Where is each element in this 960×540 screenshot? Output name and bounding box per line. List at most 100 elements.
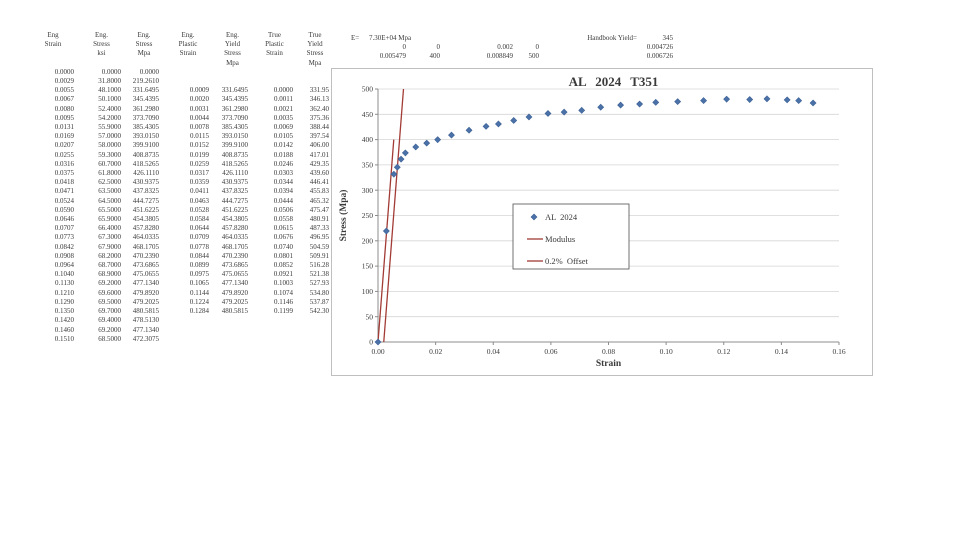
- table-cell[interactable]: 0.0975: [189, 270, 209, 279]
- table-cell[interactable]: 48.1000: [98, 86, 121, 95]
- table-cell[interactable]: 0.0375: [54, 169, 74, 178]
- table-cell[interactable]: 0.0506: [273, 205, 293, 214]
- table-cell[interactable]: 457.8280: [221, 224, 248, 233]
- table-header-cell[interactable]: Plastic: [178, 40, 198, 49]
- table-cell[interactable]: 0.0035: [273, 113, 293, 122]
- table-cell[interactable]: 0.1199: [274, 307, 293, 316]
- table-cell[interactable]: 397.54: [309, 132, 329, 141]
- table-cell[interactable]: [213, 335, 252, 344]
- table-cell[interactable]: 516.28: [309, 261, 329, 270]
- table-cell[interactable]: 0.0644: [189, 224, 209, 233]
- table-cell[interactable]: 468.1705: [221, 242, 248, 251]
- table-cell[interactable]: 0.0921: [273, 270, 293, 279]
- series-modulus[interactable]: [377, 139, 395, 343]
- table-cell[interactable]: 521.38: [309, 270, 329, 279]
- table-cell[interactable]: 0.0009: [189, 86, 209, 95]
- table-cell[interactable]: 0.1420: [54, 316, 74, 325]
- constant-cell[interactable]: 0: [535, 43, 540, 52]
- table-cell[interactable]: 439.60: [309, 169, 329, 178]
- table-cell[interactable]: 429.35: [309, 159, 329, 168]
- table-cell[interactable]: 430.9375: [132, 178, 159, 187]
- table-cell[interactable]: 464.0335: [132, 233, 159, 242]
- table-cell[interactable]: 457.8280: [132, 224, 159, 233]
- table-cell[interactable]: 0.1290: [54, 297, 74, 306]
- table-cell[interactable]: 470.2390: [132, 251, 159, 260]
- table-cell[interactable]: 444.7275: [132, 196, 159, 205]
- table-cell[interactable]: 480.5815: [132, 307, 159, 316]
- table-header-cell[interactable]: [125, 59, 163, 68]
- table-cell[interactable]: 373.7090: [132, 113, 159, 122]
- table-cell[interactable]: 464.0335: [221, 233, 248, 242]
- table-cell[interactable]: 479.8920: [132, 288, 159, 297]
- handbook-yield-value[interactable]: 345: [662, 34, 674, 42]
- table-cell[interactable]: 475.47: [309, 205, 329, 214]
- table-cell[interactable]: 0.0303: [273, 169, 293, 178]
- table-cell[interactable]: 537.87: [309, 297, 329, 306]
- table-cell[interactable]: 479.2025: [132, 297, 159, 306]
- table-cell[interactable]: 68.2000: [98, 251, 121, 260]
- table-cell[interactable]: 58.0000: [98, 141, 121, 150]
- table-header-cell[interactable]: Eng: [47, 31, 59, 39]
- table-cell[interactable]: 0.0142: [273, 141, 293, 150]
- table-cell[interactable]: 331.6495: [132, 86, 159, 95]
- table-cell[interactable]: 418.5265: [221, 159, 248, 168]
- table-cell[interactable]: 65.5000: [98, 205, 121, 214]
- table-cell[interactable]: 472.3075: [132, 334, 159, 343]
- table-cell[interactable]: [163, 77, 213, 86]
- table-cell[interactable]: 0.0676: [273, 233, 293, 242]
- table-cell[interactable]: [252, 77, 297, 86]
- table-header-cell[interactable]: [78, 59, 125, 68]
- constant-cell[interactable]: 0.002: [497, 43, 513, 52]
- table-header-cell[interactable]: Stress: [306, 49, 324, 58]
- table-cell[interactable]: 0.0964: [54, 261, 74, 270]
- table-cell[interactable]: 454.3805: [221, 215, 248, 224]
- table-cell[interactable]: 479.2025: [221, 297, 248, 306]
- table-cell[interactable]: 437.8325: [132, 187, 159, 196]
- table-cell[interactable]: 69.7000: [98, 307, 121, 316]
- table-cell[interactable]: 0.0317: [189, 169, 209, 178]
- table-cell[interactable]: 0.0021: [273, 104, 293, 113]
- table-cell[interactable]: 0.0031: [189, 104, 209, 113]
- x-axis-title[interactable]: Strain: [596, 359, 622, 369]
- table-cell[interactable]: 0.0471: [54, 187, 74, 196]
- table-cell[interactable]: 393.0150: [132, 132, 159, 141]
- table-cell[interactable]: 0.1350: [54, 307, 74, 316]
- table-cell[interactable]: 0.0169: [54, 132, 74, 141]
- table-cell[interactable]: 0.0528: [189, 205, 209, 214]
- table-cell[interactable]: 0.0463: [189, 196, 209, 205]
- table-cell[interactable]: 57.0000: [98, 132, 121, 141]
- table-cell[interactable]: 426.1110: [222, 169, 248, 178]
- table-cell[interactable]: 0.0259: [189, 159, 209, 168]
- table-cell[interactable]: 62.5000: [98, 178, 121, 187]
- constant-cell[interactable]: 500: [528, 52, 540, 61]
- table-header-cell[interactable]: Eng.: [137, 31, 151, 39]
- table-cell[interactable]: 406.00: [309, 141, 329, 150]
- chart-object[interactable]: 0 50 100 150 200 250 300 350 400 450 500 0.00 0.02 0.…: [331, 68, 873, 376]
- table-cell[interactable]: 0.0152: [189, 141, 209, 150]
- table-cell[interactable]: [163, 326, 213, 335]
- table-cell[interactable]: 468.1705: [132, 242, 159, 251]
- table-cell[interactable]: 0.1065: [189, 279, 209, 288]
- table-header-cell[interactable]: Stress: [224, 49, 241, 58]
- table-cell[interactable]: 0.0095: [54, 113, 74, 122]
- table-cell[interactable]: 465.32: [309, 196, 329, 205]
- table-cell[interactable]: 473.6865: [221, 261, 248, 270]
- y-axis-title[interactable]: Stress (Mpa): [338, 190, 349, 242]
- table-cell[interactable]: 527.93: [309, 279, 329, 288]
- table-header-cell[interactable]: Yield: [307, 40, 323, 49]
- table-cell[interactable]: 399.9100: [221, 141, 248, 150]
- table-cell[interactable]: [213, 77, 252, 86]
- table-cell[interactable]: [213, 68, 252, 77]
- table-header-cell[interactable]: Yield: [224, 40, 241, 49]
- table-cell[interactable]: [252, 68, 297, 77]
- constant-cell[interactable]: 0: [402, 43, 407, 52]
- table-cell[interactable]: 0.0020: [189, 95, 209, 104]
- table-cell[interactable]: 68.7000: [98, 261, 121, 270]
- table-cell[interactable]: 0.1210: [54, 288, 74, 297]
- table-cell[interactable]: 68.9000: [98, 270, 121, 279]
- table-cell[interactable]: 477.1340: [221, 279, 248, 288]
- table-cell[interactable]: 54.2000: [98, 113, 121, 122]
- table-cell[interactable]: 0.0255: [54, 150, 74, 159]
- constant-cell[interactable]: 0.008849: [486, 52, 513, 61]
- table-cell[interactable]: [252, 316, 297, 325]
